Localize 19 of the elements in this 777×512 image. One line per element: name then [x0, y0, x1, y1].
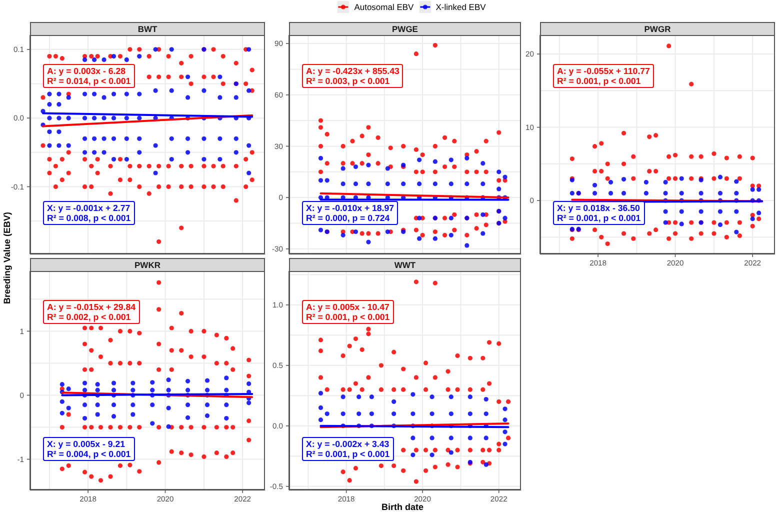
- y-axis-title: Breeding Value (EBV): [2, 211, 12, 304]
- annotation: A: y = -0.423x + 855.43 R² = 0.003, p < 0.001: [306, 66, 400, 86]
- legend-label: X-linked EBV: [436, 2, 486, 12]
- chart-title: PWGE: [289, 22, 521, 36]
- annotation: A: y = -0.055x + 110.77 R² = 0.001, p < 0.001: [557, 66, 650, 86]
- annotation: X: y = -0.010x + 18.97 R² = 0.000, p = 0.724: [306, 203, 394, 224]
- x-axis-title: Birth date: [381, 502, 424, 512]
- chart-title: PWGR: [540, 22, 775, 36]
- annotation: X: y = 0.018x - 36.50 R² = 0.001, p < 0.001: [557, 203, 641, 224]
- annotation: X: y = -0.002x + 3.43 R² = 0.001, p < 0.001: [306, 439, 390, 460]
- chart-title: WWT: [289, 258, 521, 272]
- chart-title: PWKR: [30, 258, 265, 272]
- annotation: A: y = -0.015x + 29.84 R² = 0.002, p < 0.001: [47, 302, 136, 322]
- legend-label: Autosomal EBV: [354, 2, 414, 12]
- annotation: A: y = 0.003x - 6.28 R² = 0.014, p < 0.001: [47, 66, 131, 86]
- annotation: A: y = 0.005x - 10.47 R² = 0.001, p < 0.001: [306, 302, 390, 322]
- annotation: X: y = 0.005x - 9.21 R² = 0.004, p < 0.001: [47, 439, 131, 460]
- annotation: X: y = -0.001x + 2.77 R² = 0.008, p < 0.001: [47, 203, 131, 224]
- chart-title: BWT: [30, 22, 265, 36]
